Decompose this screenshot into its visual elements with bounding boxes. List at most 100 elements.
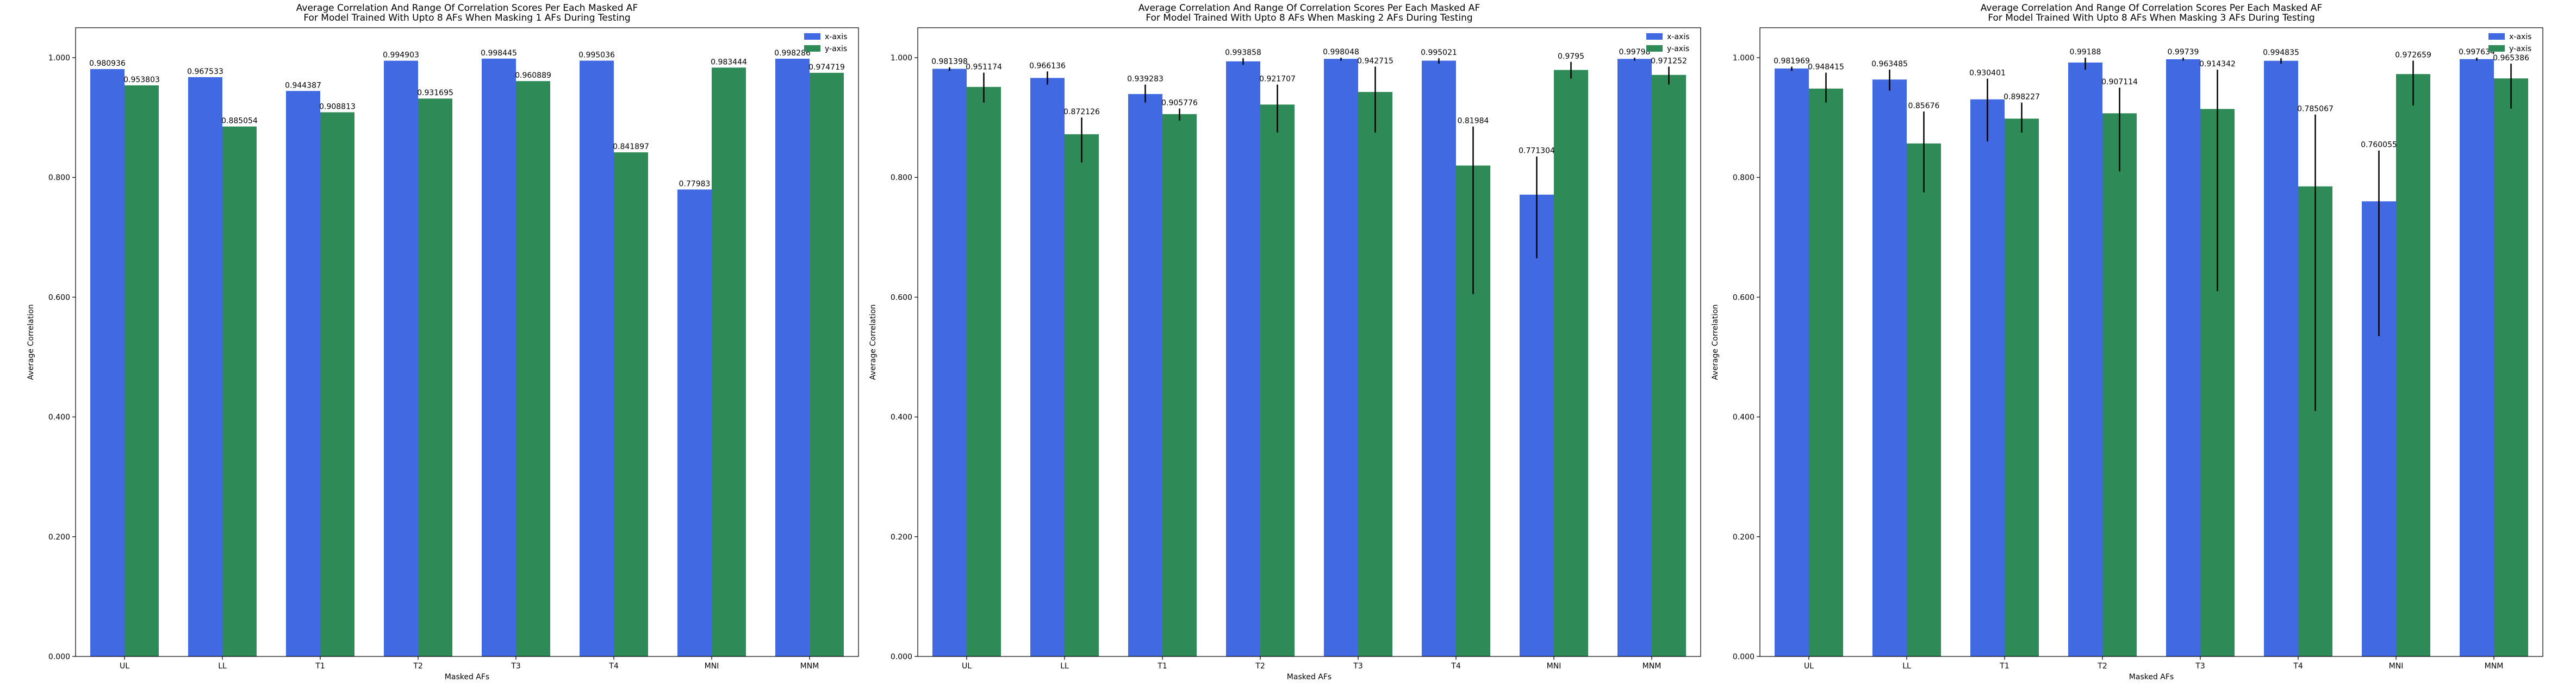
data-label: 0.980936 (89, 59, 126, 68)
x-tick-label: UL (962, 662, 972, 671)
data-label: 0.966136 (1029, 61, 1066, 70)
y-tick-label: 0.800 (48, 173, 70, 182)
y-tick-label: 0.600 (1733, 293, 1754, 302)
bar-y-axis-LL (1907, 143, 1941, 656)
data-label: 0.953803 (123, 76, 160, 84)
data-label: 0.948415 (1808, 63, 1844, 72)
legend: x-axis y-axis (1646, 33, 1689, 53)
bar-x-axis-MNI (1520, 194, 1554, 656)
bar-x-axis-MNM (1617, 59, 1652, 657)
x-tick-label: UL (1804, 662, 1814, 671)
data-label: 0.967533 (187, 67, 223, 76)
legend: x-axis y-axis (804, 33, 847, 53)
legend-swatch (2488, 33, 2505, 40)
bar-x-axis-T4 (580, 60, 614, 657)
bar-x-axis-UL (90, 69, 125, 657)
bar-y-axis-MNM (810, 72, 844, 656)
data-label: 0.930401 (1969, 69, 2006, 78)
x-tick-label: LL (1902, 662, 1911, 671)
plot-frame (1759, 27, 2543, 657)
legend-label: x-axis (2509, 33, 2531, 41)
data-label: 0.785067 (2297, 105, 2334, 114)
data-label: 0.971252 (1651, 57, 1687, 66)
data-label: 0.998048 (1323, 48, 1359, 57)
bar-x-axis-T1 (286, 91, 320, 656)
bar-x-axis-T1 (1970, 99, 2005, 656)
bar-y-axis-LL (1065, 134, 1099, 656)
data-label: 0.872126 (1063, 108, 1100, 116)
x-axis-label: Masked AFs (1287, 673, 1331, 681)
chart-panel-3: Average Correlation And Range Of Correla… (1711, 3, 2543, 681)
plot-frame (917, 27, 1701, 657)
bar-y-axis-T2 (418, 98, 452, 656)
data-label: 0.972659 (2395, 51, 2431, 60)
data-label: 0.944387 (285, 81, 321, 90)
data-label: 0.998445 (481, 49, 517, 58)
y-tick-label: 1.000 (1733, 54, 1754, 63)
x-tick-label: MNM (1642, 662, 1662, 671)
x-axis-label: Masked AFs (2129, 673, 2174, 681)
data-label: 0.997634 (2459, 48, 2495, 57)
data-label: 0.981969 (1774, 57, 1810, 66)
x-tick-label: T1 (315, 662, 325, 671)
data-label: 0.995021 (1421, 48, 1457, 57)
bar-y-axis-T2 (2102, 113, 2137, 657)
y-tick-label: 0.000 (891, 653, 912, 661)
bar-x-axis-LL (1872, 79, 1907, 656)
x-tick-label: T3 (1353, 662, 1362, 671)
data-label: 0.898227 (2003, 93, 2040, 102)
bar-x-axis-T2 (1226, 61, 1260, 656)
y-tick-label: 1.000 (48, 54, 70, 63)
bar-y-axis-UL (125, 85, 159, 656)
data-label: 0.760055 (2361, 141, 2397, 150)
data-label: 0.981398 (931, 58, 968, 66)
y-tick-label: 0.600 (891, 293, 912, 302)
chart-title-line: For Model Trained With Upto 8 AFs When M… (303, 13, 630, 23)
bar-y-axis-UL (967, 86, 1001, 656)
y-tick-label: 0.200 (1733, 533, 1754, 542)
legend-label: x-axis (1667, 33, 1689, 41)
y-tick-label: 0.600 (48, 293, 70, 302)
data-label: 0.951174 (966, 63, 1002, 72)
bar-x-axis-MNM (2460, 59, 2494, 657)
x-tick-label: T3 (511, 662, 520, 671)
bar-y-axis-T1 (2005, 119, 2039, 656)
data-label: 0.921707 (1259, 75, 1296, 84)
bar-x-axis-T4 (1422, 60, 1456, 656)
bar-y-axis-T1 (320, 112, 354, 656)
bar-x-axis-UL (1775, 68, 1809, 656)
chart-panel-2: Average Correlation And Range Of Correla… (869, 3, 1701, 681)
bar-x-axis-T3 (1324, 59, 1358, 657)
data-label: 0.81984 (1458, 117, 1489, 126)
legend-swatch (2488, 45, 2505, 52)
y-axis-label: Average Correlation (27, 304, 35, 380)
data-label: 0.995036 (578, 51, 615, 60)
x-tick-label: MNM (2485, 662, 2504, 671)
x-axis-label: Masked AFs (445, 673, 489, 681)
data-label: 0.841897 (613, 142, 649, 151)
data-label: 0.99188 (2070, 48, 2101, 57)
bar-x-axis-LL (188, 77, 222, 656)
bar-x-axis-MNM (775, 58, 810, 656)
bar-x-axis-T4 (2264, 60, 2298, 657)
data-label: 0.942715 (1357, 57, 1393, 66)
data-label: 0.939283 (1127, 75, 1163, 84)
bar-y-axis-T3 (1358, 92, 1392, 656)
chart-title-line: For Model Trained With Upto 8 AFs When M… (1146, 13, 1472, 23)
legend-swatch (1646, 45, 1663, 52)
legend-swatch (804, 33, 820, 40)
y-tick-label: 0.400 (48, 413, 70, 422)
bar-y-axis-MNI (2396, 74, 2430, 656)
x-tick-label: LL (218, 662, 227, 671)
bar-x-axis-T1 (1128, 94, 1162, 656)
data-label: 0.994835 (2263, 48, 2299, 57)
legend-label: y-axis (2509, 45, 2531, 53)
x-tick-label: T2 (2097, 662, 2107, 671)
bar-x-axis-T3 (2166, 59, 2200, 656)
bar-y-axis-UL (1809, 88, 1843, 657)
x-tick-label: T4 (1451, 662, 1461, 671)
y-tick-label: 1.000 (891, 54, 912, 63)
data-label: 0.99739 (2168, 48, 2199, 57)
x-tick-label: T2 (1255, 662, 1265, 671)
